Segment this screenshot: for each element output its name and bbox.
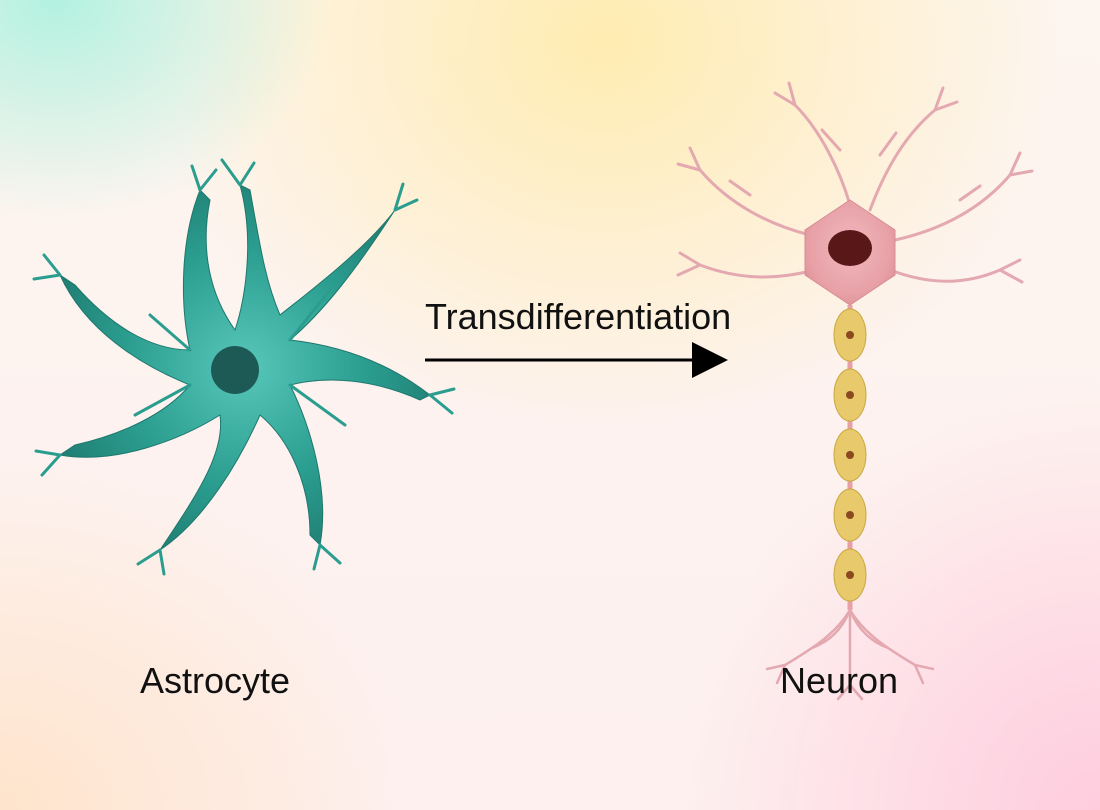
astrocyte-label: Astrocyte <box>140 660 290 702</box>
neuron-label: Neuron <box>780 660 898 702</box>
diagram-stage: Transdifferentiation Astrocyte Neuron <box>0 0 1100 810</box>
astrocyte-cell <box>34 160 454 574</box>
arrow-label: Transdifferentiation <box>425 296 731 338</box>
neuron-cell <box>678 83 1032 699</box>
